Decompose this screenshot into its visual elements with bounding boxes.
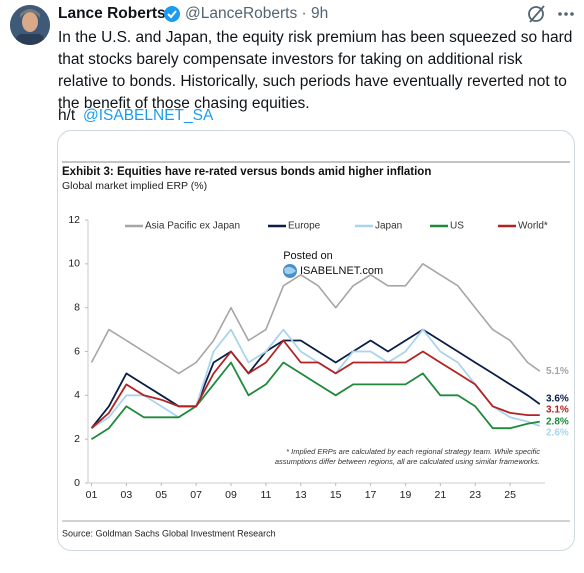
y-tick-label: 6: [74, 345, 80, 357]
watermark-line2: ISABELNET.com: [300, 265, 383, 277]
legend-label: World*: [518, 221, 548, 232]
legend-label: Asia Pacific ex Japan: [145, 221, 240, 232]
y-tick-label: 10: [68, 258, 80, 270]
grok-icon[interactable]: [528, 5, 545, 23]
x-tick-label: 15: [330, 489, 342, 501]
legend-label: US: [450, 221, 464, 232]
series-line: [91, 361, 540, 440]
author-name[interactable]: Lance Roberts: [58, 5, 166, 22]
tweet-text-line: that stocks barely compensate investors …: [58, 51, 523, 68]
avatar[interactable]: [10, 5, 50, 48]
footnote-line2: assumptions differ between regions, all …: [275, 457, 540, 466]
end-label: 5.1%: [546, 366, 569, 377]
tweet-text-line: relative to bonds. Historically, such pe…: [58, 73, 567, 90]
watermark-globe: [283, 264, 297, 278]
hat-tip-prefix: h/t: [58, 107, 76, 124]
author-meta[interactable]: @LanceRoberts · 9h: [185, 5, 328, 22]
series-line: [90, 263, 541, 375]
verified-badge: [164, 6, 180, 22]
end-label: 2.8%: [546, 416, 569, 427]
y-tick-label: 0: [74, 477, 80, 489]
footnote-line1: * Implied ERPs are calculated by each re…: [286, 447, 540, 456]
end-label: 3.1%: [546, 405, 569, 416]
legend-label: Japan: [375, 221, 402, 232]
chart-source: Source: Goldman Sachs Global Investment …: [62, 528, 276, 538]
y-tick-label: 4: [74, 389, 80, 401]
tweet-text-line: In the U.S. and Japan, the equity risk p…: [58, 29, 572, 46]
y-tick-label: 12: [68, 214, 80, 226]
x-tick-label: 05: [155, 489, 167, 501]
legend-label: Europe: [288, 221, 321, 232]
watermark-line1: Posted on: [283, 250, 333, 262]
chart-title: Exhibit 3: Equities have re-rated versus…: [62, 166, 431, 178]
x-tick-label: 17: [365, 489, 377, 501]
y-tick-label: 8: [74, 301, 80, 313]
x-tick-label: 23: [469, 489, 481, 501]
x-tick-label: 01: [86, 489, 98, 501]
x-tick-label: 21: [434, 489, 446, 501]
series-line: [90, 339, 540, 429]
mention-link[interactable]: @ISABELNET_SA: [83, 107, 214, 124]
y-tick-label: 2: [74, 433, 80, 445]
end-label: 3.6%: [546, 394, 569, 405]
end-label: 2.6%: [546, 428, 569, 439]
x-tick-label: 09: [225, 489, 237, 501]
tweet-text-line: the benefit of those chasing equities.: [58, 95, 310, 112]
x-tick-label: 11: [260, 489, 271, 501]
chart-subtitle: Global market implied ERP (%): [62, 180, 207, 192]
more-icon[interactable]: [558, 12, 574, 16]
x-tick-label: 25: [504, 489, 516, 501]
series-line: [90, 328, 541, 429]
x-tick-label: 19: [400, 489, 412, 501]
x-tick-label: 03: [121, 489, 133, 501]
avatar-image: [10, 5, 50, 45]
x-tick-label: 07: [190, 489, 202, 501]
image-card[interactable]: [57, 130, 575, 551]
x-tick-label: 13: [295, 489, 307, 501]
